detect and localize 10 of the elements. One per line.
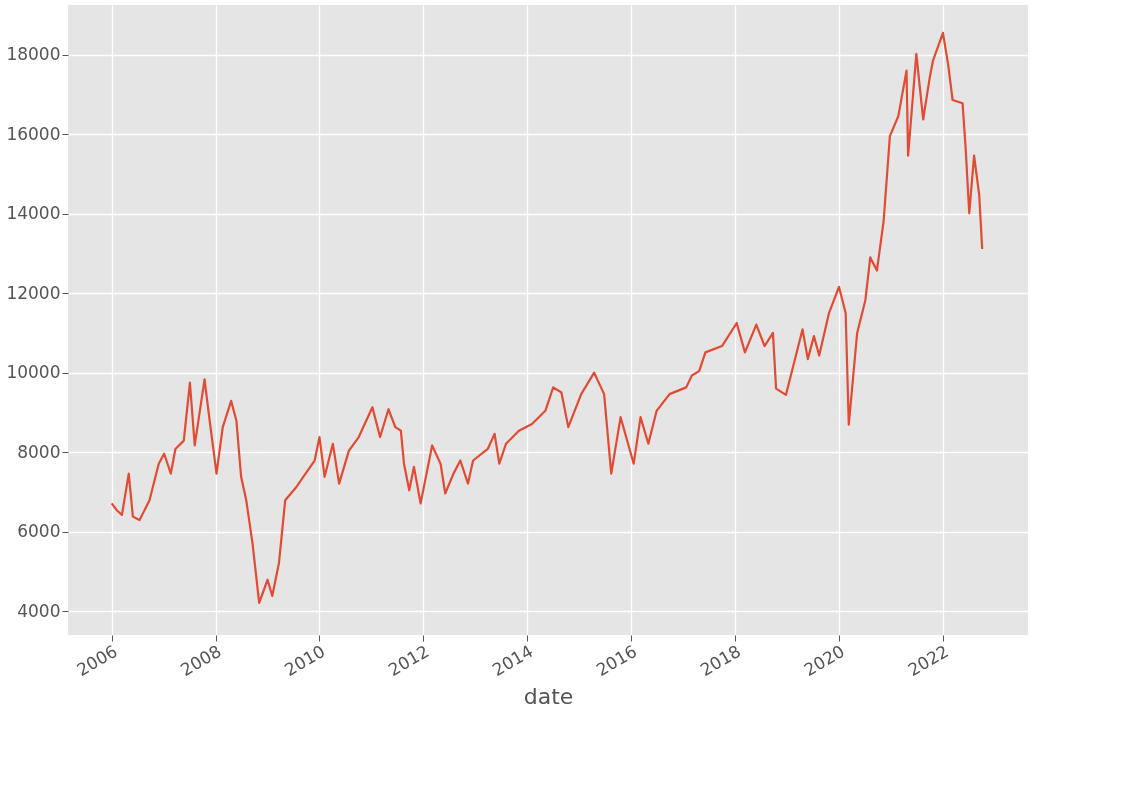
x-axis-title: date (523, 683, 574, 709)
y-tick-label: 6000 (17, 521, 61, 542)
y-tick-label: 12000 (6, 282, 61, 303)
y-tick-label: 10000 (6, 362, 61, 383)
y-tick-label: 8000 (17, 441, 61, 462)
line-series (110, 31, 984, 604)
y-tick-label: 14000 (6, 203, 61, 224)
y-tick-label: 4000 (17, 600, 61, 621)
y-tick-label: 18000 (6, 44, 61, 65)
y-tick-label: 16000 (6, 123, 61, 144)
